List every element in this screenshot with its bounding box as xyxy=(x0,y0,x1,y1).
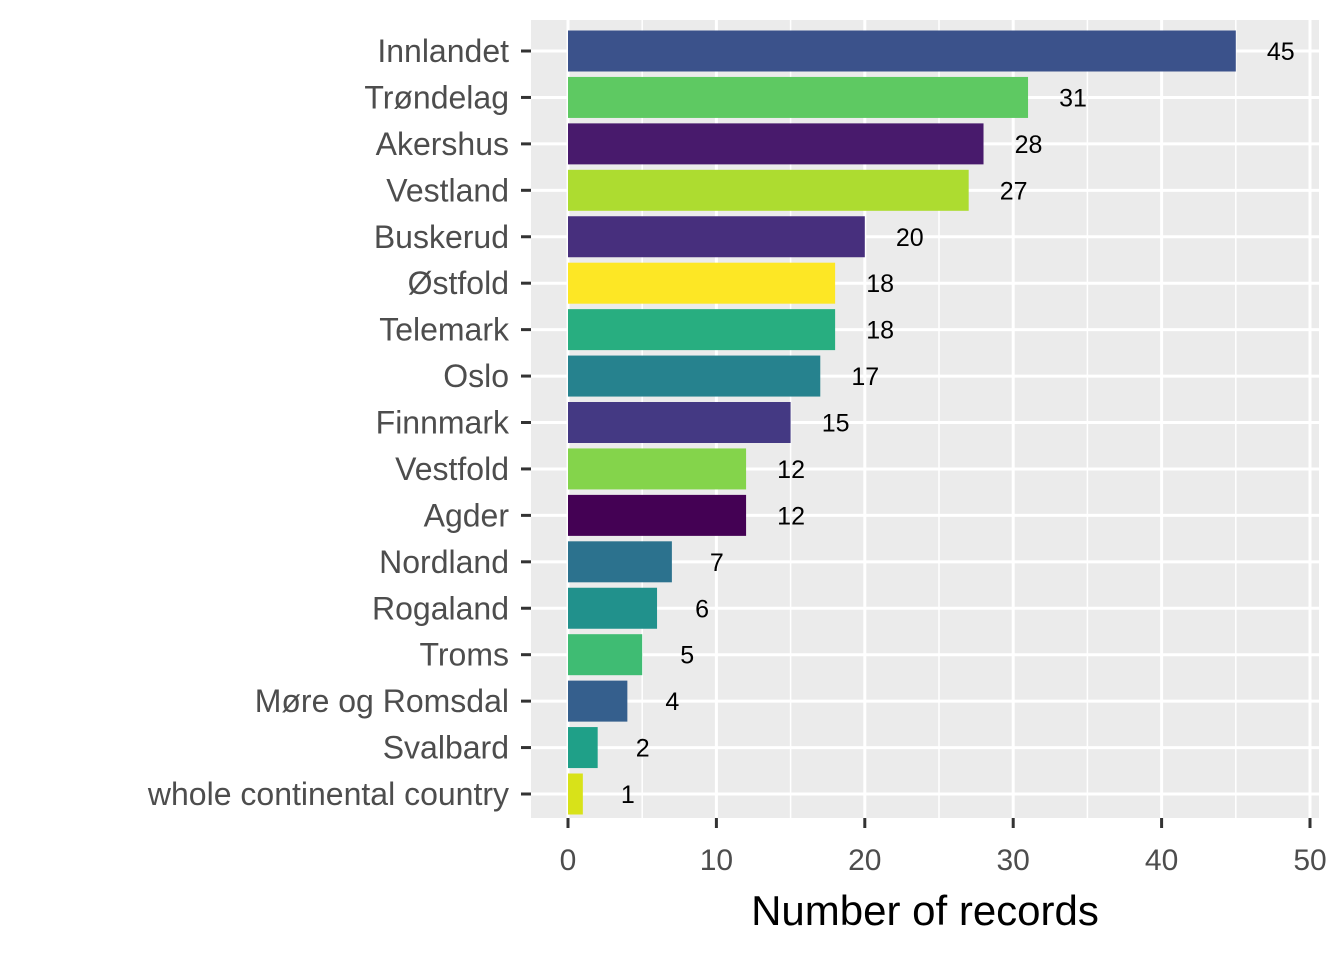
bar xyxy=(568,30,1236,72)
data-label: 5 xyxy=(680,642,694,670)
bar xyxy=(568,262,836,304)
category-label: Svalbard xyxy=(383,730,509,766)
data-label: 18 xyxy=(866,270,894,298)
category-label: Rogaland xyxy=(372,590,509,626)
category-label: Trøndelag xyxy=(364,79,509,115)
bar xyxy=(568,402,791,443)
data-label: 45 xyxy=(1267,38,1295,66)
bar xyxy=(568,773,583,815)
bar xyxy=(568,680,628,722)
data-label: 12 xyxy=(777,502,805,530)
bar xyxy=(568,727,598,769)
bar xyxy=(568,634,643,676)
x-tick-label: 30 xyxy=(997,844,1030,877)
x-tick-label: 50 xyxy=(1293,844,1326,877)
bars xyxy=(568,30,1236,815)
bar xyxy=(568,309,836,351)
data-label: 15 xyxy=(822,410,850,438)
data-label: 28 xyxy=(1015,131,1043,159)
bar xyxy=(568,587,658,629)
category-label: Finnmark xyxy=(376,405,510,441)
data-label: 12 xyxy=(777,456,805,484)
category-label: Møre og Romsdal xyxy=(255,683,509,719)
bar xyxy=(568,216,865,258)
category-label: Vestland xyxy=(386,172,509,208)
data-label: 7 xyxy=(710,549,724,577)
data-label: 2 xyxy=(636,735,650,763)
data-label: 27 xyxy=(1000,177,1028,205)
category-label: whole continental country xyxy=(147,776,509,812)
category-label: Oslo xyxy=(443,358,509,394)
category-label: Innlandet xyxy=(377,33,509,69)
bar xyxy=(568,76,1029,118)
data-label: 1 xyxy=(621,781,635,809)
x-tick-label: 0 xyxy=(560,844,577,877)
category-label: Nordland xyxy=(379,544,509,580)
y-axis: Innlandet Trøndelag Akershus Vestland Busker… xyxy=(147,33,531,812)
x-tick-label: 40 xyxy=(1145,844,1178,877)
category-label: Agder xyxy=(424,497,510,533)
bar xyxy=(568,355,821,397)
category-label: Telemark xyxy=(379,312,510,348)
category-label: Østfold xyxy=(408,265,509,301)
data-label: 17 xyxy=(851,363,879,391)
x-axis-title: Number of records xyxy=(751,887,1099,934)
category-label: Akershus xyxy=(376,126,509,162)
data-label: 4 xyxy=(665,688,679,716)
bar xyxy=(568,541,672,583)
bar xyxy=(568,494,747,536)
x-tick-label: 20 xyxy=(848,844,881,877)
bar xyxy=(568,123,984,165)
data-label: 18 xyxy=(866,317,894,345)
category-label: Troms xyxy=(420,637,509,673)
data-label: 31 xyxy=(1059,84,1087,112)
x-axis: 0 10 20 30 40 50 xyxy=(560,818,1327,877)
data-label: 20 xyxy=(896,224,924,252)
bar xyxy=(568,169,969,211)
x-tick-label: 10 xyxy=(700,844,733,877)
data-label: 6 xyxy=(695,595,709,623)
bar xyxy=(568,448,747,490)
category-label: Vestfold xyxy=(395,451,509,487)
category-label: Buskerud xyxy=(374,219,509,255)
